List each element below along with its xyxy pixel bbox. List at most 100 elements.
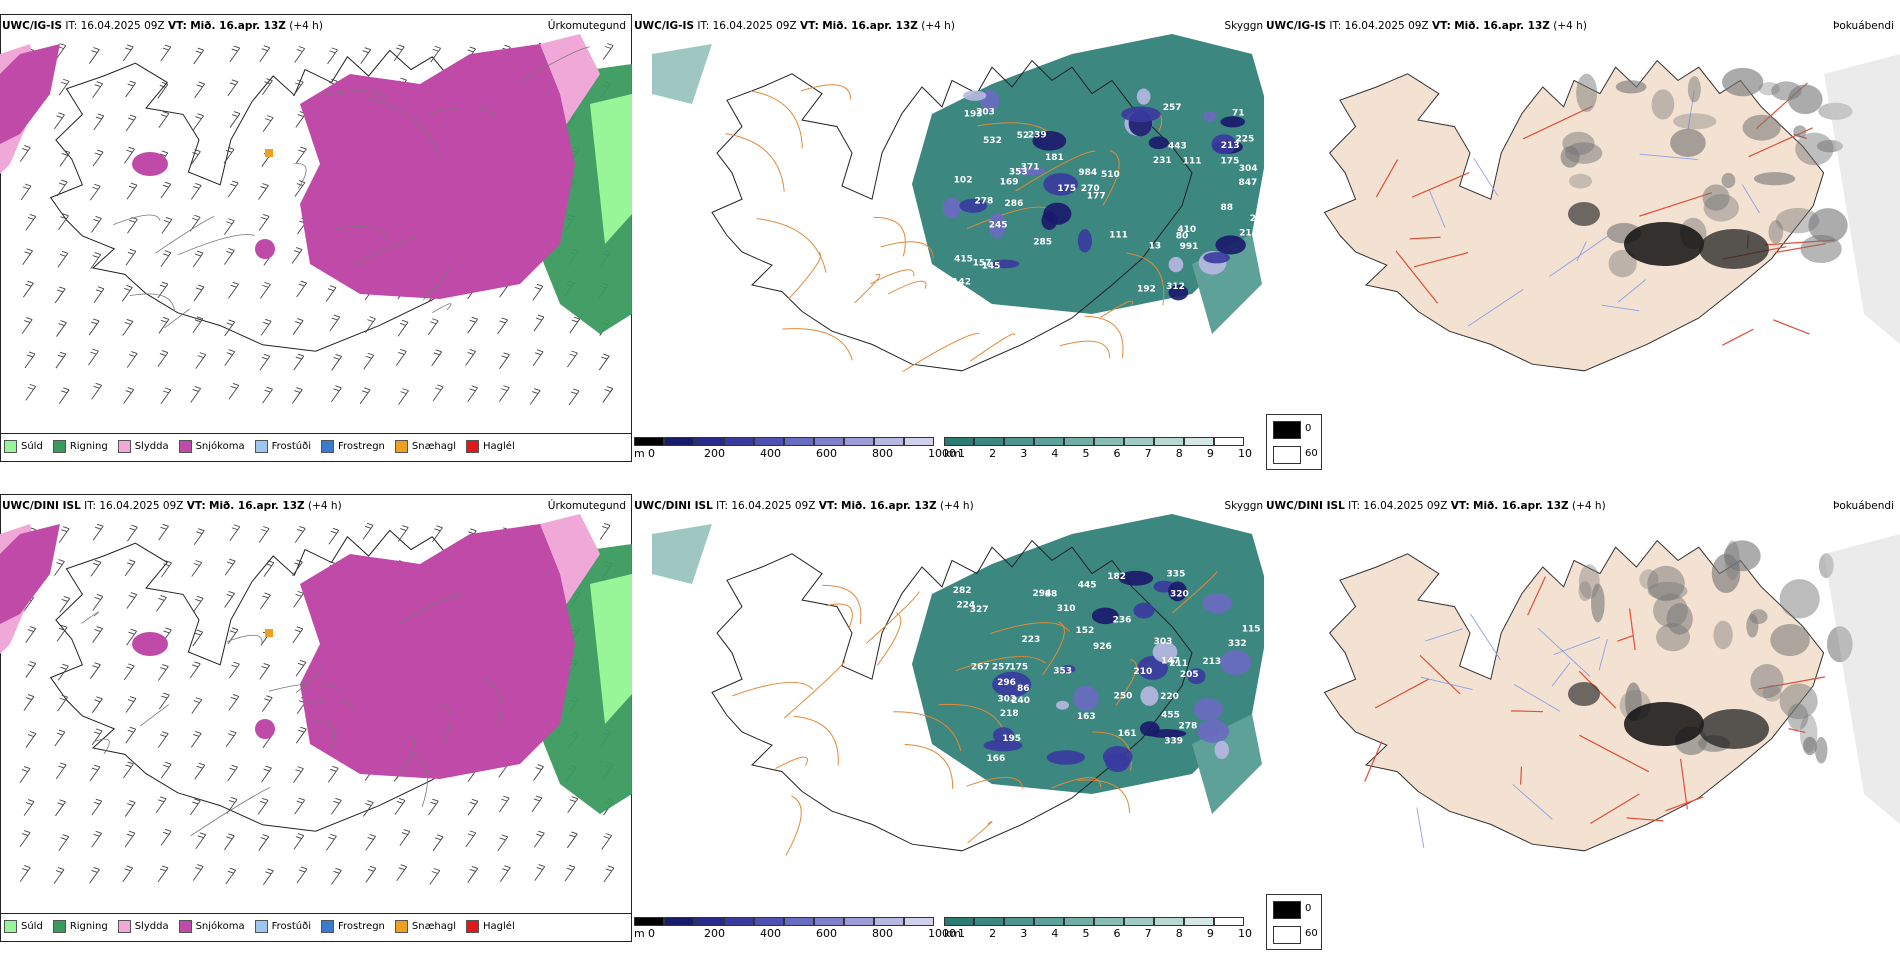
legend-item: Frostregn: [321, 920, 385, 933]
wind-barb: [531, 795, 543, 813]
legend-item: Slydda: [117, 920, 169, 933]
cloudbase-value-label: 236: [1113, 615, 1132, 625]
wind-barb: [124, 830, 136, 848]
wind-barb: [399, 829, 411, 846]
colorbar-tick-label: 600: [816, 927, 837, 940]
cloudbase-map: 926 211 296 213 335 220 152 147 303 236 282 445 250 1…: [652, 514, 1264, 856]
cloudbase-value-label: 445: [1078, 581, 1097, 591]
wind-barb: [262, 115, 274, 132]
wind-barb: [160, 828, 172, 846]
wind-barb: [25, 626, 37, 643]
cloudbase-value-label: 88: [1045, 590, 1058, 600]
wind-barb: [259, 662, 271, 680]
cloudbase-value-label: 182: [1107, 572, 1126, 582]
panel-header: UWC/IG-IS IT: 16.04.2025 09Z VT: Mið. 16…: [2, 20, 323, 32]
cloudbase-value-label: 225: [1235, 134, 1254, 144]
legend-label: Frostregn: [338, 441, 385, 452]
wind-barb: [193, 47, 205, 65]
wind-barb: [294, 526, 306, 543]
wind-barb: [326, 833, 337, 851]
wind-barb: [225, 867, 237, 885]
wind-barb: [89, 866, 100, 884]
wind-barb: [193, 284, 205, 302]
fog-key: 0 60: [1266, 414, 1322, 470]
precip-legend: Súld Rigning Slydda Snjókoma Frostúði Frostre…: [4, 440, 515, 453]
wind-barb: [25, 213, 37, 231]
visibility-colorbar: km 1 2 3 4 5 6 7 8 9 10: [944, 917, 1252, 940]
wind-barb: [59, 596, 71, 613]
wind-barb: [157, 664, 169, 681]
cloud-title: Skyggni: [1224, 500, 1265, 512]
cloudbase-value-label: 245: [989, 221, 1008, 231]
wind-barb: [257, 797, 269, 815]
wind-barb: [124, 559, 136, 577]
cloudbase-value-label: 88: [1221, 203, 1234, 213]
legend-label: Slydda: [134, 441, 169, 452]
wind-barb: [90, 252, 102, 269]
wind-barb: [189, 798, 201, 816]
legend-swatch: [52, 920, 66, 933]
colorbar-unit: m: [634, 447, 645, 460]
colorbar-tick-label: 4: [1051, 927, 1059, 940]
wind-barb: [224, 349, 236, 366]
wind-barb: [327, 47, 338, 65]
wind-barb: [122, 319, 134, 336]
wind-barb: [602, 43, 614, 60]
wind-barb: [121, 284, 133, 302]
colorbar-tick-label: 600: [816, 447, 837, 460]
cloudbase-value-label: 195: [1002, 734, 1021, 744]
legend-swatch: [394, 920, 408, 933]
drizzle-area: [590, 574, 632, 724]
wind-barb: [431, 349, 443, 367]
legend-item: Súld: [4, 440, 43, 453]
colorbar-segment: [724, 917, 754, 926]
wind-barb: [123, 663, 135, 681]
wind-barb: [533, 764, 544, 781]
cloudbase-value-label: 278: [1178, 722, 1197, 732]
fog-key-black-label: 0: [1305, 423, 1312, 434]
colorbar-tick-label: 400: [760, 927, 781, 940]
legend-swatch: [117, 440, 131, 453]
wind-barb: [224, 558, 236, 576]
wind-barb: [259, 45, 271, 62]
colorbar-segment: [784, 437, 814, 446]
cloudbase-value-label: 145: [982, 261, 1001, 271]
wind-barb: [365, 865, 377, 883]
wind-barb: [365, 833, 377, 851]
precip-title: Úrkomutegund: [547, 20, 626, 32]
wind-barb: [295, 146, 307, 164]
wind-barb: [258, 214, 270, 231]
wind-barb: [261, 765, 272, 783]
wind-barb: [497, 317, 508, 335]
precip-title: Úrkomutegund: [547, 500, 626, 512]
cloudbase-value-label: 339: [1164, 736, 1183, 746]
panel-header: UWC/IG-IS IT: 16.04.2025 09Z VT: Mið. 16…: [1266, 20, 1587, 32]
wind-barb: [499, 865, 511, 882]
colorbar-tick-label: 3: [1020, 927, 1028, 940]
wind-barb: [362, 800, 374, 817]
cloudbase-value-label: 353: [1009, 168, 1028, 178]
cloudbase-value-label: 294: [1032, 589, 1051, 599]
legend-item: Snæhagl: [394, 920, 456, 933]
cloudbase-value-label: 169: [1000, 177, 1019, 187]
cloudbase-value-label: 52: [1017, 131, 1030, 141]
wind-barb: [157, 865, 169, 883]
fog-panel: UWC/DINI ISL IT: 16.04.2025 09Z VT: Mið.…: [1264, 494, 1900, 964]
colorbar-segment: [974, 917, 1004, 926]
wind-barb: [225, 730, 237, 748]
wind-barb: [126, 592, 138, 609]
wind-barb: [126, 351, 138, 368]
legend-swatch: [117, 920, 131, 933]
wind-barb: [191, 560, 203, 577]
colorbar-segment: [974, 437, 1004, 446]
wind-barb: [564, 864, 576, 882]
precip-type-panel: UWC/IG-IS IT: 16.04.2025 09Z VT: Mið. 16…: [0, 14, 632, 484]
fog-key-white-label: 60: [1305, 928, 1318, 939]
legend-label: Snjókoma: [195, 441, 245, 452]
colorbar-segment: [724, 437, 754, 446]
wind-barb: [91, 798, 103, 816]
wind-barb: [189, 661, 201, 679]
cloudbase-value-label: 267: [971, 662, 990, 672]
wind-barb: [331, 385, 342, 403]
colorbar-tick-label: 5: [1082, 447, 1090, 460]
